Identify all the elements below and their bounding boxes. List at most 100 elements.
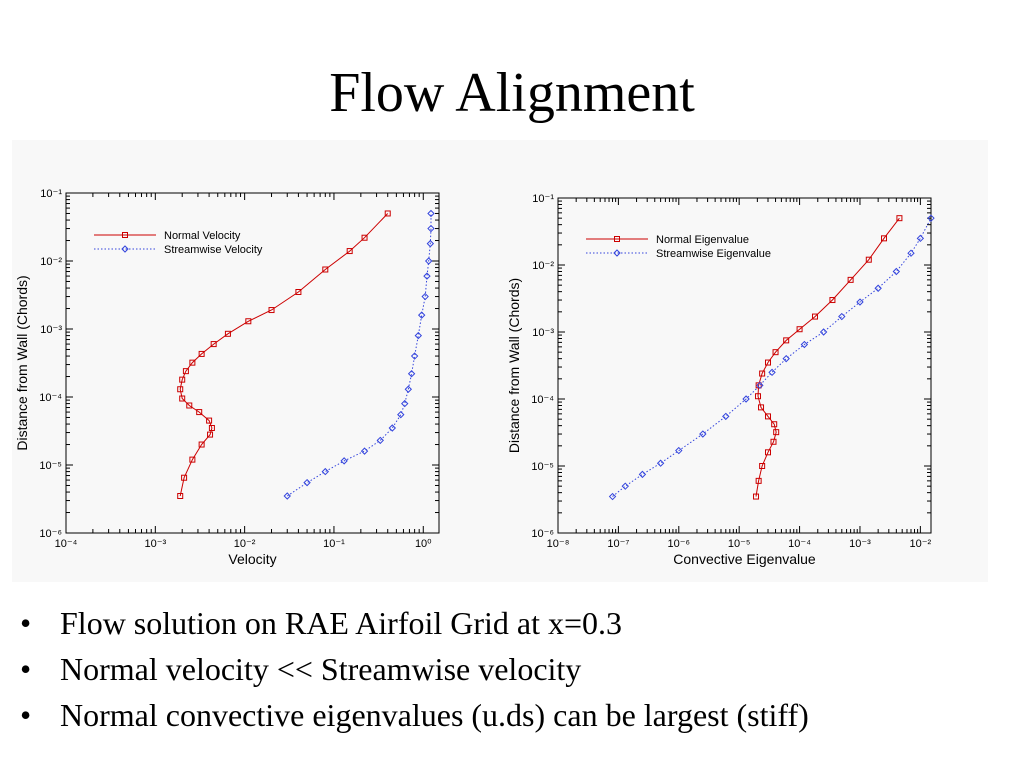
data-point <box>881 235 888 242</box>
data-point <box>819 328 828 336</box>
data-point <box>196 409 203 416</box>
data-point <box>414 331 423 340</box>
data-point <box>796 326 803 333</box>
legend-entry: Normal Eigenvalue <box>586 234 749 246</box>
data-point <box>207 431 214 438</box>
bullet-text: Normal velocity << Streamwise velocity <box>60 651 582 687</box>
data-point <box>811 313 818 320</box>
legend-marker <box>121 245 129 253</box>
data-point <box>656 459 665 467</box>
data-point <box>206 417 213 424</box>
data-point <box>360 447 369 455</box>
y-tick-label: 10⁻⁵ <box>39 460 62 472</box>
y-tick-label: 10⁻³ <box>532 327 554 339</box>
data-point <box>182 368 189 375</box>
data-point <box>376 436 384 445</box>
bullet-marker: • <box>20 697 32 733</box>
data-point <box>198 441 205 448</box>
data-point <box>892 267 901 276</box>
series-streamwise <box>283 209 435 500</box>
x-tick-label: 10⁻² <box>910 538 932 550</box>
data-point <box>340 457 348 465</box>
data-point <box>829 297 836 304</box>
y-tick-label: 10⁻⁵ <box>531 461 554 473</box>
data-point <box>742 395 750 403</box>
data-point <box>179 395 186 402</box>
data-point <box>896 215 903 222</box>
data-point <box>424 257 433 265</box>
data-point <box>410 352 419 360</box>
series-streamwise <box>608 214 935 501</box>
data-point <box>198 350 205 357</box>
x-tick-label: 10⁰ <box>415 538 432 550</box>
legend-label: Streamwise Eigenvalue <box>656 248 771 260</box>
x-tick-label: 10⁻⁷ <box>607 538 629 550</box>
series-normal <box>753 215 903 500</box>
data-point <box>927 214 935 222</box>
data-point <box>189 456 196 463</box>
data-point <box>322 266 329 273</box>
data-point <box>847 276 854 283</box>
y-axis-label: Distance from Wall (Chords) <box>506 278 522 453</box>
figure-panel: 10⁻⁴ 10⁻³ 10⁻² 10⁻¹ 10⁰ 10⁻⁶ 10⁻⁵ 10⁻⁴ 10⁻³ 10⁻² 1… <box>12 140 988 582</box>
data-point <box>427 224 435 233</box>
legend-marker <box>613 249 621 257</box>
x-tick-label: 10⁻³ <box>849 538 871 550</box>
x-tick-label: 10⁻⁴ <box>55 538 78 550</box>
data-point <box>638 470 647 479</box>
y-tick-label: 10⁻⁶ <box>531 528 554 540</box>
data-point <box>782 354 790 363</box>
data-point <box>758 404 765 411</box>
x-axis-label: Velocity <box>228 551 276 567</box>
data-point <box>699 430 707 438</box>
data-point <box>321 467 330 476</box>
charts-svg: 10⁻⁴ 10⁻³ 10⁻² 10⁻¹ 10⁰ 10⁻⁶ 10⁻⁵ 10⁻⁴ 10⁻³ 10⁻² 1… <box>14 188 935 567</box>
data-point <box>783 337 790 344</box>
data-point <box>907 249 915 257</box>
data-point <box>759 370 766 377</box>
data-point <box>426 239 435 248</box>
data-point <box>675 446 683 455</box>
data-point <box>181 474 188 481</box>
x-tick-label: 10⁻² <box>234 538 256 550</box>
data-point <box>361 234 368 241</box>
y-tick-label: 10⁻⁶ <box>39 528 62 540</box>
data-point <box>756 381 764 390</box>
data-point <box>621 482 629 490</box>
data-point <box>771 421 778 428</box>
x-tick-label: 10⁻¹ <box>323 538 345 550</box>
data-point <box>874 284 882 292</box>
x-tick-label: 10⁻⁸ <box>547 538 570 550</box>
y-tick-label: 10⁻² <box>40 256 62 268</box>
data-point <box>388 424 397 432</box>
data-point <box>268 307 275 314</box>
data-point <box>401 399 409 408</box>
bullet-item: • Flow solution on RAE Airfoil Grid at x… <box>20 600 1020 646</box>
bullet-item: • Normal velocity << Streamwise velocity <box>20 646 1020 692</box>
series-normal <box>177 210 391 500</box>
y-tick-label: 10⁻⁴ <box>39 392 62 404</box>
data-point <box>916 234 925 243</box>
series-line <box>755 217 900 497</box>
legend-entry: Streamwise Eigenvalue <box>586 248 771 260</box>
data-point <box>800 340 809 349</box>
data-point <box>755 382 762 389</box>
data-point <box>417 311 426 319</box>
data-point <box>224 330 231 337</box>
bullet-marker: • <box>20 605 32 641</box>
data-point <box>764 413 771 420</box>
data-point <box>427 209 435 218</box>
y-tick-label: 10⁻⁴ <box>531 394 554 406</box>
legend-label: Normal Eigenvalue <box>656 234 749 246</box>
legend-entry: Streamwise Velocity <box>94 244 263 256</box>
legend-entry: Normal Velocity <box>94 230 241 242</box>
bullet-list: • Flow solution on RAE Airfoil Grid at x… <box>20 600 1020 738</box>
data-point <box>397 410 405 419</box>
data-point <box>421 292 429 301</box>
data-point <box>608 492 617 501</box>
chart-1: 10⁻⁴ 10⁻³ 10⁻² 10⁻¹ 10⁰ 10⁻⁶ 10⁻⁵ 10⁻⁴ 10⁻³ 10⁻² 1… <box>14 188 440 567</box>
plot-frame <box>65 192 440 534</box>
data-point <box>283 492 291 500</box>
data-point <box>773 429 780 436</box>
bullet-item: • Normal convective eigenvalues (u.ds) c… <box>20 692 1020 738</box>
